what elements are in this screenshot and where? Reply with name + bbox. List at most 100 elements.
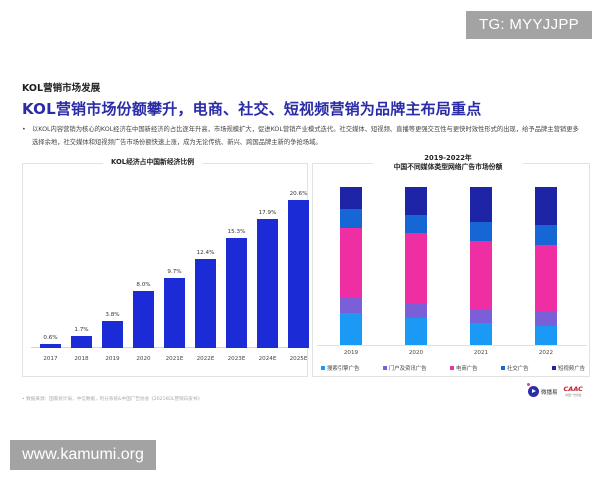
bar-value-label: 15.3% bbox=[227, 229, 246, 235]
footer-logos: 微播易 CAAC 中国广告协会 bbox=[528, 386, 583, 397]
segment bbox=[405, 187, 427, 216]
bar-value-label: 8.0% bbox=[136, 282, 151, 288]
x-tick-label: 2020 bbox=[136, 356, 151, 362]
stacked-bar-2019 bbox=[340, 187, 362, 345]
bar-rect bbox=[164, 278, 185, 348]
x-tick-label: 2022 bbox=[538, 350, 554, 356]
segment bbox=[535, 326, 557, 345]
bar-rect bbox=[195, 259, 216, 348]
ad-share-chart-title: 2019-2022年 中国不同媒体类型网络广告市场份额 bbox=[373, 154, 523, 172]
x-tick-label: 2018 bbox=[74, 356, 89, 362]
x-tick-label: 2021 bbox=[473, 350, 489, 356]
logo-accent-dot bbox=[527, 383, 530, 386]
segment bbox=[470, 221, 492, 241]
bar-value-label: 3.8% bbox=[105, 312, 120, 318]
bar-rect bbox=[102, 321, 123, 348]
kol-share-bar-chart: 0.6% 2017 1.7% 2018 3.8% 2019 8.0% 2020 9.7% 2021… bbox=[27, 184, 309, 364]
segment bbox=[405, 215, 427, 233]
segment bbox=[340, 313, 362, 345]
segment bbox=[405, 303, 427, 319]
bar-2018: 1.7% 2018 bbox=[66, 184, 97, 364]
segment bbox=[405, 232, 427, 304]
segment bbox=[340, 297, 362, 314]
section-label: KOL营销市场发展 bbox=[22, 83, 101, 94]
legend-item: 电商广告 bbox=[449, 364, 478, 372]
caac-logo-subtext: 中国广告协会 bbox=[564, 393, 582, 397]
legend-item: 社交广告 bbox=[501, 364, 529, 372]
legend-item: 门户及资讯广告 bbox=[382, 364, 427, 372]
bar-value-label: 9.7% bbox=[167, 269, 182, 275]
x-tick-label: 2017 bbox=[43, 356, 58, 362]
bar-value-label: 17.9% bbox=[258, 210, 277, 216]
x-tick-label: 2021E bbox=[165, 356, 184, 362]
segment bbox=[340, 209, 362, 229]
segment bbox=[535, 224, 557, 246]
bar-2023E: 15.3% 2023E bbox=[221, 184, 252, 364]
legend-label: 电商广告 bbox=[455, 366, 478, 372]
x-tick-label: 2019 bbox=[105, 356, 120, 362]
stacked-bar-2020 bbox=[405, 187, 427, 345]
legend-item: 搜索引擎广告 bbox=[321, 364, 359, 372]
bullet-text: 以KOL内容营销为核心的KOL经济在中国新经济的占比逐年升高，市场规模扩大，促进… bbox=[32, 126, 579, 146]
segment bbox=[535, 245, 557, 312]
legend-label: 短视频广告 bbox=[558, 366, 585, 372]
bar-value-label: 1.7% bbox=[74, 327, 89, 333]
bar-rect bbox=[226, 238, 247, 348]
play-logo-icon bbox=[528, 386, 539, 397]
x-tick-label: 2023E bbox=[227, 356, 246, 362]
bar-rect bbox=[288, 200, 309, 348]
legend-item: 短视频广告 bbox=[552, 364, 585, 372]
bar-2017: 0.6% 2017 bbox=[35, 184, 66, 364]
x-tick-label: 2022E bbox=[196, 356, 215, 362]
report-slide: KOL营销市场发展 KOL营销市场份额攀升，电商、社交、短视频营销为品牌主布局重… bbox=[0, 70, 600, 415]
bar-value-label: 20.6% bbox=[289, 191, 308, 197]
ad-share-chart-panel: 2019-2022年 中国不同媒体类型网络广告市场份额 2019 2020 2021… bbox=[312, 154, 591, 378]
segment bbox=[535, 187, 557, 225]
bar-rect bbox=[257, 219, 278, 348]
segment bbox=[405, 318, 427, 345]
stacked-bar-2022 bbox=[535, 187, 557, 345]
chart-legend: 搜索引擎广告 门户及资讯广告 电商广告 社交广告 短视频广告 bbox=[321, 364, 585, 372]
x-tick-label: 2020 bbox=[408, 350, 424, 356]
tg-watermark: TG: MYYJJPP bbox=[466, 11, 592, 39]
bar-2019: 3.8% 2019 bbox=[97, 184, 128, 364]
bar-value-label: 12.4% bbox=[196, 250, 215, 256]
bar-2020: 8.0% 2020 bbox=[128, 184, 159, 364]
bar-2024E: 17.9% 2024E bbox=[252, 184, 283, 364]
legend-label: 门户及资讯广告 bbox=[388, 366, 427, 372]
segment bbox=[340, 228, 362, 298]
legend-swatch-icon bbox=[321, 366, 325, 370]
legend-swatch-icon bbox=[552, 366, 557, 370]
x-tick-label: 2019 bbox=[343, 350, 359, 356]
bar-2022E: 12.4% 2022E bbox=[190, 184, 221, 364]
legend-label: 搜索引擎广告 bbox=[327, 366, 360, 372]
kol-share-chart-panel: KOL经济占中国新经济比例 0.6% 2017 1.7% 2018 3.8% 2019 8.… bbox=[22, 158, 309, 377]
kol-share-chart-title: KOL经济占中国新经济比例 bbox=[103, 158, 203, 167]
slide-headline: KOL营销市场份额攀升，电商、社交、短视频营销为品牌主布局重点 bbox=[22, 100, 482, 118]
legend-swatch-icon bbox=[501, 366, 505, 370]
segment bbox=[470, 308, 492, 323]
bar-rect bbox=[40, 344, 61, 348]
ad-share-chart-title-line1: 2019-2022年 bbox=[424, 154, 472, 162]
brand1-logo-text: 微播易 bbox=[541, 389, 558, 396]
x-tick-label: 2024E bbox=[258, 356, 277, 362]
ad-share-stacked-chart: 2019 2020 2021 2022 bbox=[313, 164, 591, 378]
data-source-note: • 数据来源：国家统计局，中信数据，利分系统&中国广告协会《2021KOL营销白… bbox=[22, 397, 202, 402]
segment bbox=[470, 240, 492, 309]
bar-rect bbox=[71, 336, 92, 348]
summary-bullet: • 以KOL内容营销为核心的KOL经济在中国新经济的占比逐年升高，市场规模扩大，… bbox=[22, 123, 582, 149]
caac-logo-text: CAAC bbox=[563, 385, 583, 393]
segment bbox=[470, 187, 492, 222]
segment bbox=[470, 322, 492, 345]
legend-swatch-icon bbox=[382, 366, 387, 370]
x-axis-line bbox=[317, 345, 587, 346]
segment bbox=[340, 187, 362, 210]
stacked-bar-2021 bbox=[470, 187, 492, 345]
bar-2025E: 20.6% 2025E bbox=[283, 184, 314, 364]
legend-label: 社交广告 bbox=[507, 366, 529, 372]
site-watermark: www.kamumi.org bbox=[10, 440, 156, 470]
bar-value-label: 0.6% bbox=[43, 335, 58, 341]
bar-2021E: 9.7% 2021E bbox=[159, 184, 190, 364]
legend-swatch-icon bbox=[449, 366, 454, 370]
bar-rect bbox=[133, 291, 154, 348]
